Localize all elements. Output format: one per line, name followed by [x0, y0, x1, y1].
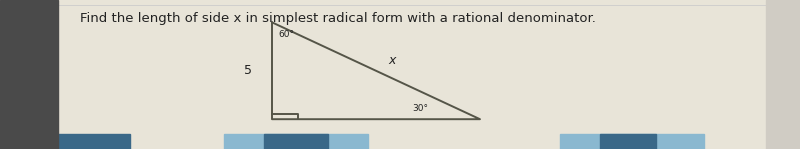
- Text: Find the length of side x in simplest radical form with a rational denominator.: Find the length of side x in simplest ra…: [80, 12, 596, 25]
- Text: x: x: [388, 54, 396, 67]
- Text: 30°: 30°: [412, 104, 428, 113]
- Text: ▶: ▶: [44, 77, 52, 87]
- Text: 5: 5: [244, 64, 252, 77]
- Text: 60°: 60°: [278, 30, 294, 39]
